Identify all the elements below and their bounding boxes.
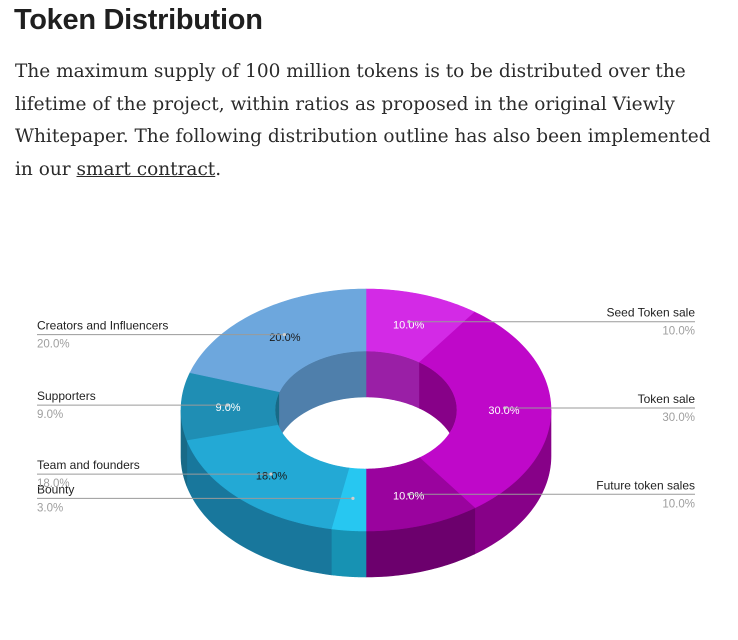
legend-label-future-token-sales: Future token sales: [596, 478, 695, 492]
legend-value-future-token-sales: 10.0%: [662, 498, 695, 510]
slice-value-label: 18.0%: [256, 471, 287, 483]
page-title: Token Distribution: [14, 4, 263, 36]
legend-value-token-sale: 30.0%: [662, 412, 695, 424]
intro-text: The maximum supply of 100 million tokens…: [15, 61, 711, 180]
callout-dot: [503, 406, 507, 410]
legend-value-creators-and-influencers: 20.0%: [37, 339, 70, 351]
intro-paragraph: The maximum supply of 100 million tokens…: [15, 56, 715, 186]
legend-label-supporters: Supporters: [37, 389, 96, 403]
donut-top-faces: [180, 288, 552, 532]
callout-dot: [269, 472, 273, 476]
callout-legend: Seed Token sale 10.0% Token sale 30.0% Futur…: [37, 306, 696, 514]
legend-label-seed-token-sale: Seed Token sale: [606, 306, 695, 320]
intro-text-end: .: [215, 158, 222, 180]
donut-inner-walls: [275, 351, 457, 457]
legend-label-bounty: Bounty: [37, 482, 74, 496]
callout-dot: [407, 320, 411, 324]
callout-dot: [225, 403, 229, 407]
legend-value-bounty: 3.0%: [37, 502, 63, 514]
legend-value-supporters: 9.0%: [37, 409, 63, 421]
legend-label-team-and-founders: Team and founders: [37, 458, 140, 472]
callout-dot: [282, 332, 287, 337]
legend-value-seed-token-sale: 10.0%: [662, 326, 695, 338]
outer-wall-bounty: [331, 528, 367, 578]
slice-value-label: 10.0%: [393, 319, 424, 331]
legend-label-token-sale: Token sale: [638, 392, 696, 406]
inner-wall-seed-token-sale-0: [365, 351, 420, 409]
callout-dot: [351, 496, 355, 500]
donut-outer-walls: [180, 409, 552, 578]
smart-contract-link[interactable]: smart contract: [76, 158, 216, 180]
callout-dot: [407, 492, 411, 496]
legend-value-team-and-founders: 18.0%: [37, 478, 70, 490]
slice-value-label: 20.0%: [269, 332, 300, 344]
legend-label-creators-and-influencers: Creators and Influencers: [37, 319, 168, 333]
slice-value-label: 10.0%: [393, 491, 424, 503]
slice-creators-and-influencers: [189, 288, 367, 393]
